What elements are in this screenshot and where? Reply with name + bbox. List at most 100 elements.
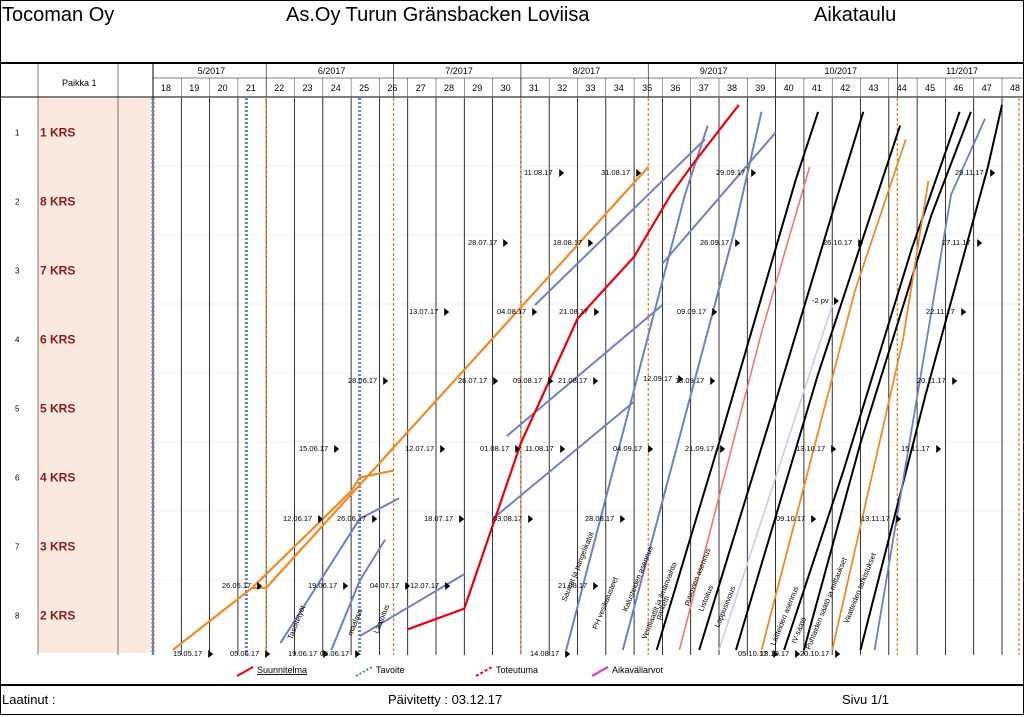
date-label: 09.10.17 — [776, 514, 805, 523]
date-label: 13.11.17 — [861, 514, 890, 523]
date-label: 09.08.17 — [513, 376, 542, 385]
date-label: 20.11.17 — [917, 376, 946, 385]
date-label: 15.06.17 — [299, 444, 328, 453]
date-label: 05.06.17 — [230, 649, 259, 658]
task-line — [735, 125, 902, 651]
week-label: 42 — [840, 83, 850, 93]
date-label: 28.06.17 — [348, 376, 377, 385]
row-number: 1 — [15, 129, 20, 138]
row-floor-label: 7 KRS — [40, 264, 75, 278]
week-label: 37 — [699, 83, 709, 93]
date-label: 28.07.17 — [468, 238, 497, 247]
date-marker — [459, 515, 465, 523]
date-marker — [710, 377, 716, 385]
date-marker — [355, 650, 361, 658]
legend-swatch — [475, 666, 493, 677]
date-label: 14.08.17 — [530, 649, 559, 658]
date-marker — [565, 650, 571, 658]
week-label: 24 — [331, 83, 341, 93]
date-marker — [532, 308, 538, 316]
task-line — [698, 111, 865, 651]
row-floor-label: 2 KRS — [40, 609, 75, 623]
date-label: 26.09.17 — [700, 238, 729, 247]
row-number: 5 — [15, 405, 20, 414]
company-name: Tocoman Oy — [2, 4, 115, 26]
date-marker — [795, 650, 801, 658]
date-label: 04.08.17 — [497, 307, 526, 316]
week-label: 25 — [359, 83, 369, 93]
date-label: 26.06.17 — [337, 514, 366, 523]
task-label: PH vesikalusteet — [591, 575, 621, 631]
row-floor-label: 5 KRS — [40, 402, 75, 416]
week-label: 39 — [755, 83, 765, 93]
week-label: 29 — [472, 83, 482, 93]
date-label: 09.09.17 — [677, 307, 706, 316]
task-line — [678, 166, 811, 651]
date-marker — [648, 445, 654, 453]
date-marker — [444, 308, 450, 316]
footer-bar: Laatinut : Päivitetty : 03.12.17 Sivu 1/… — [0, 684, 1024, 717]
task-line — [491, 400, 635, 520]
date-label: 26.10.17 — [823, 238, 852, 247]
task-line — [565, 125, 709, 651]
month-label: 6/2017 — [318, 66, 346, 76]
month-label: 11/2017 — [946, 66, 978, 76]
date-marker — [440, 445, 446, 453]
author-label: Laatinut : — [2, 692, 56, 707]
date-marker — [372, 515, 378, 523]
row-number: 6 — [15, 474, 20, 483]
date-label: 26.05.17 — [222, 581, 251, 590]
date-marker — [835, 650, 841, 658]
date-label: 18.10.17 — [760, 649, 789, 658]
date-marker — [952, 377, 958, 385]
task-line — [621, 111, 763, 651]
date-marker — [720, 445, 726, 453]
date-label: 03.08.17 — [493, 514, 522, 523]
date-marker — [620, 515, 626, 523]
date-label: 18.07.17 — [424, 514, 453, 523]
week-label: 33 — [586, 83, 596, 93]
date-marker — [593, 377, 599, 385]
date-label: 06.06.17 — [320, 649, 349, 658]
week-label: 46 — [953, 83, 963, 93]
date-marker — [831, 445, 837, 453]
date-label: 21.08.17 — [559, 307, 588, 316]
legend-label: Suunnitelma — [257, 665, 307, 675]
date-label: 15.05.17 — [173, 649, 202, 658]
date-marker — [588, 239, 594, 247]
task-label: maalaus — [346, 607, 365, 637]
location-header: Paikka 1 — [62, 78, 97, 88]
month-label: 9/2017 — [700, 66, 728, 76]
plan-line — [407, 104, 740, 631]
date-label: 21.08.17 — [558, 581, 587, 590]
date-label: 04.07.17 — [370, 581, 399, 590]
task-label: Kalusteiden asennus — [621, 545, 656, 613]
date-label: 21.08.17 — [558, 376, 587, 385]
row-number: 8 — [15, 612, 20, 621]
date-marker — [334, 445, 340, 453]
date-label: 29.11.17 — [955, 168, 984, 177]
week-label: 22 — [274, 83, 284, 93]
row-floor-label: 8 KRS — [40, 195, 75, 209]
week-label: 47 — [982, 83, 992, 93]
week-label: 41 — [812, 83, 822, 93]
date-label: 13.07.17 — [409, 307, 438, 316]
date-marker — [383, 377, 389, 385]
month-label: 7/2017 — [445, 66, 473, 76]
updated-date: Päivitetty : 03.12.17 — [388, 692, 503, 707]
task-label: Tasoitetyöt — [286, 603, 308, 640]
date-marker — [735, 239, 741, 247]
task-line — [831, 180, 930, 651]
week-label: 26 — [387, 83, 397, 93]
date-marker — [343, 582, 349, 590]
date-marker — [445, 582, 451, 590]
legend-swatch — [236, 666, 254, 677]
week-label: 45 — [925, 83, 935, 93]
month-label: 10/2017 — [824, 66, 857, 76]
task-line — [251, 469, 394, 589]
row-floor-label: 6 KRS — [40, 333, 75, 347]
project-title: As.Oy Turun Gränsbacken Loviisa — [286, 4, 590, 26]
date-marker — [593, 582, 599, 590]
legend-label: Aikaväliarvot — [612, 665, 664, 675]
